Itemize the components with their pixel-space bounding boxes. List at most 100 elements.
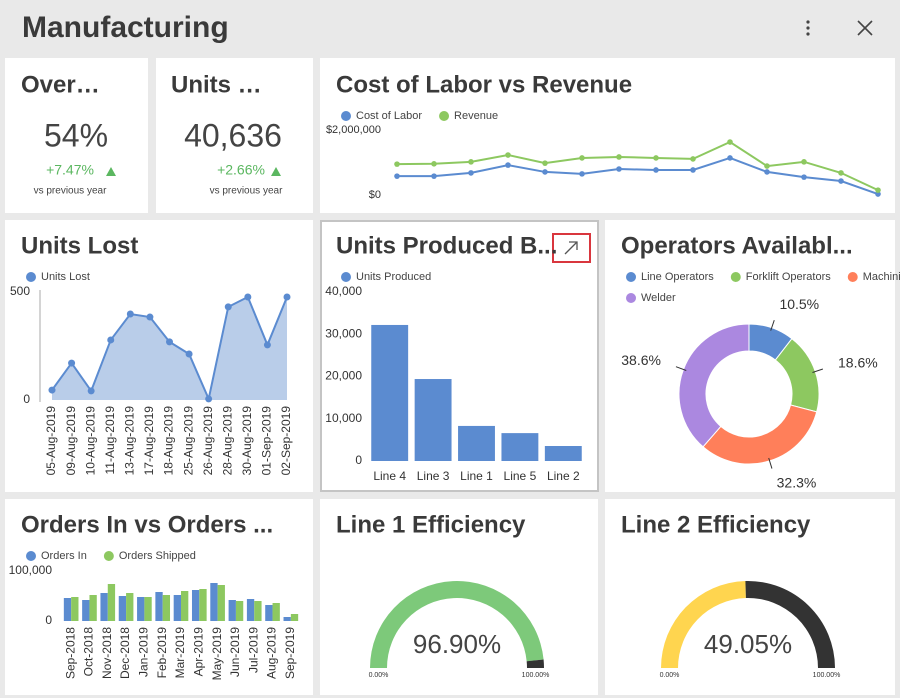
x-tick-label: Sep-2018	[63, 627, 77, 679]
bar	[254, 601, 262, 621]
x-tick-label: Dec-2018	[118, 627, 132, 679]
x-tick-label: Mar-2019	[173, 627, 187, 679]
data-label: 38.6%	[621, 352, 661, 368]
x-tick-label: 01-Sep-2019	[260, 406, 274, 476]
chart-title: Line 2 Efficiency	[621, 511, 811, 538]
point	[394, 161, 400, 167]
chart-title: Operators Availabl...	[621, 232, 853, 259]
bar	[137, 597, 145, 621]
point	[244, 293, 252, 301]
bar	[107, 584, 116, 621]
x-tick-label: 13-Aug-2019	[123, 406, 137, 476]
kpi-change: +2.66%	[217, 162, 265, 178]
tile[interactable]	[5, 58, 148, 213]
point	[224, 303, 232, 311]
more-menu[interactable]	[806, 20, 810, 36]
chart-title: Cost of Labor vs Revenue	[336, 71, 632, 98]
x-tick-label: 05-Aug-2019	[44, 406, 58, 476]
gauge-rest	[745, 581, 835, 668]
maximize-button[interactable]	[552, 233, 591, 263]
point	[126, 310, 134, 318]
legend-label: Revenue	[454, 110, 498, 122]
point	[263, 341, 271, 349]
bar	[126, 593, 134, 621]
point	[616, 154, 622, 160]
y-tick-label: 0	[23, 392, 30, 406]
bar	[199, 589, 207, 621]
gauge-tick-label: 100.00%	[522, 672, 550, 679]
kpi-title: Units …	[171, 71, 262, 98]
legend-marker	[341, 272, 351, 282]
point	[653, 167, 659, 173]
bar	[100, 593, 108, 621]
legend-marker	[26, 272, 36, 282]
area-fill	[52, 296, 287, 400]
kpi-value: 54%	[44, 117, 108, 153]
x-tick-label: Oct-2018	[82, 627, 96, 677]
leader-line	[812, 368, 824, 373]
point	[146, 313, 154, 321]
point	[875, 191, 881, 197]
gauge-value: 49.05%	[704, 629, 792, 659]
x-tick-label: Feb-2019	[155, 627, 169, 679]
legend-marker	[341, 111, 351, 121]
up-arrow	[271, 167, 281, 176]
bar	[191, 590, 200, 621]
x-tick-label: 30-Aug-2019	[240, 406, 254, 476]
point	[616, 166, 622, 172]
close-button[interactable]	[857, 20, 873, 36]
data-label: 10.5%	[779, 296, 819, 312]
x-tick-label: 17-Aug-2019	[142, 406, 156, 476]
y-tick-label: 0	[355, 453, 362, 467]
chart-title: Line 1 Efficiency	[336, 511, 526, 538]
bar	[210, 583, 218, 621]
point	[107, 336, 115, 344]
legend-marker	[439, 111, 450, 121]
bar	[371, 324, 409, 461]
point	[431, 173, 437, 179]
point	[579, 171, 585, 177]
chart-title: Units Lost	[21, 232, 138, 259]
line	[396, 140, 879, 192]
point	[764, 169, 770, 175]
gauge-fill	[370, 580, 544, 668]
legend-marker	[26, 551, 36, 561]
bar	[544, 446, 582, 461]
point	[283, 293, 291, 301]
leader-line	[675, 366, 687, 371]
point	[579, 155, 585, 161]
chart-title: Units Produced B...	[336, 232, 557, 259]
point	[653, 155, 659, 161]
bar	[283, 617, 291, 621]
x-tick-label: Jan-2019	[137, 627, 151, 677]
kpi-caption: vs previous year	[34, 186, 107, 197]
y-tick-label: 500	[10, 284, 30, 298]
legend-label: Cost of Labor	[356, 110, 422, 122]
tile[interactable]	[320, 58, 895, 213]
bar	[458, 425, 495, 461]
point	[468, 170, 474, 176]
bar	[228, 600, 236, 621]
y-tick-label: 100,000	[9, 563, 53, 577]
y-tick-label: $2,000,000	[326, 124, 381, 136]
bar	[162, 595, 171, 621]
tile[interactable]	[156, 58, 313, 213]
y-tick-label: 30,000	[325, 326, 362, 340]
point	[690, 167, 696, 173]
legend-label: Machinist	[863, 271, 900, 283]
kpi-caption: vs previous year	[210, 186, 283, 197]
bar	[89, 595, 97, 621]
kpi-title: Over…	[21, 71, 100, 98]
legend-label: Units Lost	[41, 271, 90, 283]
point	[727, 139, 733, 145]
bar	[144, 597, 152, 621]
legend-label: Forklift Operators	[746, 271, 831, 283]
bar	[501, 433, 539, 461]
x-tick-label: Sep-2019	[283, 627, 297, 679]
legend-marker	[103, 551, 114, 561]
x-tick-label: Jun-2019	[228, 627, 242, 677]
y-tick-label: $0	[369, 189, 381, 201]
x-tick-label: 02-Sep-2019	[279, 406, 293, 476]
x-tick-label: 09-Aug-2019	[64, 406, 78, 476]
bar	[155, 592, 163, 621]
